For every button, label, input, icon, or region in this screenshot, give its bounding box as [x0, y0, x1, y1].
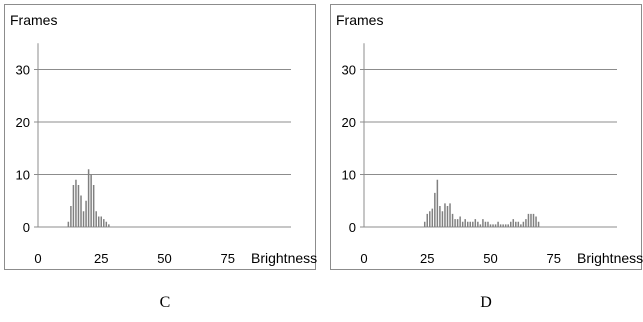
histogram-bar — [82, 211, 85, 227]
x-tick-label: 50 — [483, 251, 497, 266]
y-axis-title: Frames — [336, 12, 383, 28]
x-tick-label: 75 — [547, 251, 561, 266]
histogram-bar — [482, 219, 484, 227]
histogram-bar — [535, 216, 537, 227]
histogram-bar — [532, 213, 535, 227]
histogram-bar — [431, 208, 434, 227]
histogram-bar — [429, 211, 431, 227]
x-tick-label: 50 — [157, 251, 171, 266]
histogram-bar — [441, 211, 444, 227]
histogram-bar — [439, 206, 441, 227]
histogram-bar — [517, 221, 520, 227]
x-tick-label: 25 — [420, 251, 434, 266]
histogram-bar — [97, 216, 100, 227]
histogram-bar — [434, 192, 436, 227]
y-tick-label: 10 — [342, 168, 356, 183]
histogram-bar — [449, 203, 451, 227]
histogram-bar — [537, 221, 540, 227]
histogram-bar — [77, 185, 80, 227]
histogram-bar — [492, 224, 494, 227]
histogram-bar — [67, 221, 70, 227]
histogram-bar — [105, 221, 108, 227]
histogram-bar — [87, 169, 90, 227]
histogram-bar — [75, 179, 77, 227]
histogram-bar — [527, 213, 530, 227]
histogram-bar — [509, 221, 512, 227]
y-tick-label: 30 — [342, 63, 356, 78]
histogram-bar — [479, 224, 482, 227]
x-tick-label: 75 — [221, 251, 235, 266]
y-axis-title: Frames — [10, 12, 57, 28]
histogram-c: 0 10 20 30 0 25 50 75 Frames Brightness — [10, 12, 317, 266]
histogram-bar — [489, 224, 492, 227]
histogram-bar — [502, 224, 504, 227]
histogram-bar — [487, 221, 489, 227]
histogram-bar — [72, 185, 75, 227]
x-tick-label: 0 — [360, 251, 367, 266]
x-tick-label: 25 — [94, 251, 108, 266]
histogram-bar — [70, 206, 72, 227]
histogram-bar — [520, 224, 522, 227]
y-tick-label: 20 — [342, 115, 356, 130]
histogram-bar — [504, 224, 507, 227]
histogram-bar — [484, 221, 487, 227]
histogram-bar — [80, 195, 82, 227]
histogram-bar — [530, 213, 532, 227]
y-tick-label: 0 — [349, 220, 356, 235]
histogram-bar — [456, 219, 459, 227]
histogram-bar — [446, 206, 449, 227]
histogram-bar — [108, 224, 110, 227]
histogram-bar — [100, 216, 102, 227]
histogram-bar — [454, 219, 456, 227]
histogram-bar — [95, 211, 97, 227]
y-tick-label: 0 — [23, 220, 30, 235]
x-tick-label: 0 — [34, 251, 41, 266]
histogram-bar — [103, 219, 105, 227]
histogram-bar — [499, 224, 502, 227]
histogram-bar — [85, 200, 87, 227]
histogram-bar — [494, 224, 497, 227]
panel-label-d: D — [480, 294, 492, 311]
chart-panel-c: 0 10 20 30 0 25 50 75 Frames Brightness — [4, 4, 317, 270]
histogram-bar — [474, 219, 477, 227]
histogram-bar — [461, 221, 464, 227]
histogram-bar — [522, 221, 525, 227]
y-tick-label: 10 — [16, 168, 30, 183]
histogram-bar — [92, 185, 95, 227]
x-axis-title: Brightness — [577, 250, 643, 266]
y-tick-label: 30 — [16, 63, 30, 78]
histogram-bar — [512, 219, 515, 227]
histogram-bar — [515, 221, 517, 227]
histogram-bar — [90, 174, 92, 227]
x-axis-title: Brightness — [251, 250, 317, 266]
panel-label-c: C — [159, 294, 171, 311]
histogram-bar — [497, 221, 499, 227]
y-tick-label: 20 — [16, 115, 30, 130]
histogram-bar — [459, 216, 461, 227]
histogram-bar — [436, 179, 439, 227]
histogram-d: 0 10 20 30 0 25 50 75 Frames Brightness — [336, 12, 643, 266]
chart-panel-d: 0 10 20 30 0 25 50 75 Frames Brightness — [330, 4, 643, 270]
histogram-bar — [525, 219, 527, 227]
histogram-bar — [444, 203, 446, 227]
histogram-bar — [477, 221, 479, 227]
histogram-bar — [426, 213, 428, 227]
histogram-bar — [464, 219, 466, 227]
histogram-bar — [507, 224, 509, 227]
histogram-bar — [469, 221, 472, 227]
histogram-bar — [472, 221, 474, 227]
histogram-bar — [466, 221, 469, 227]
histogram-bar — [423, 221, 426, 227]
histogram-bar — [451, 213, 454, 227]
